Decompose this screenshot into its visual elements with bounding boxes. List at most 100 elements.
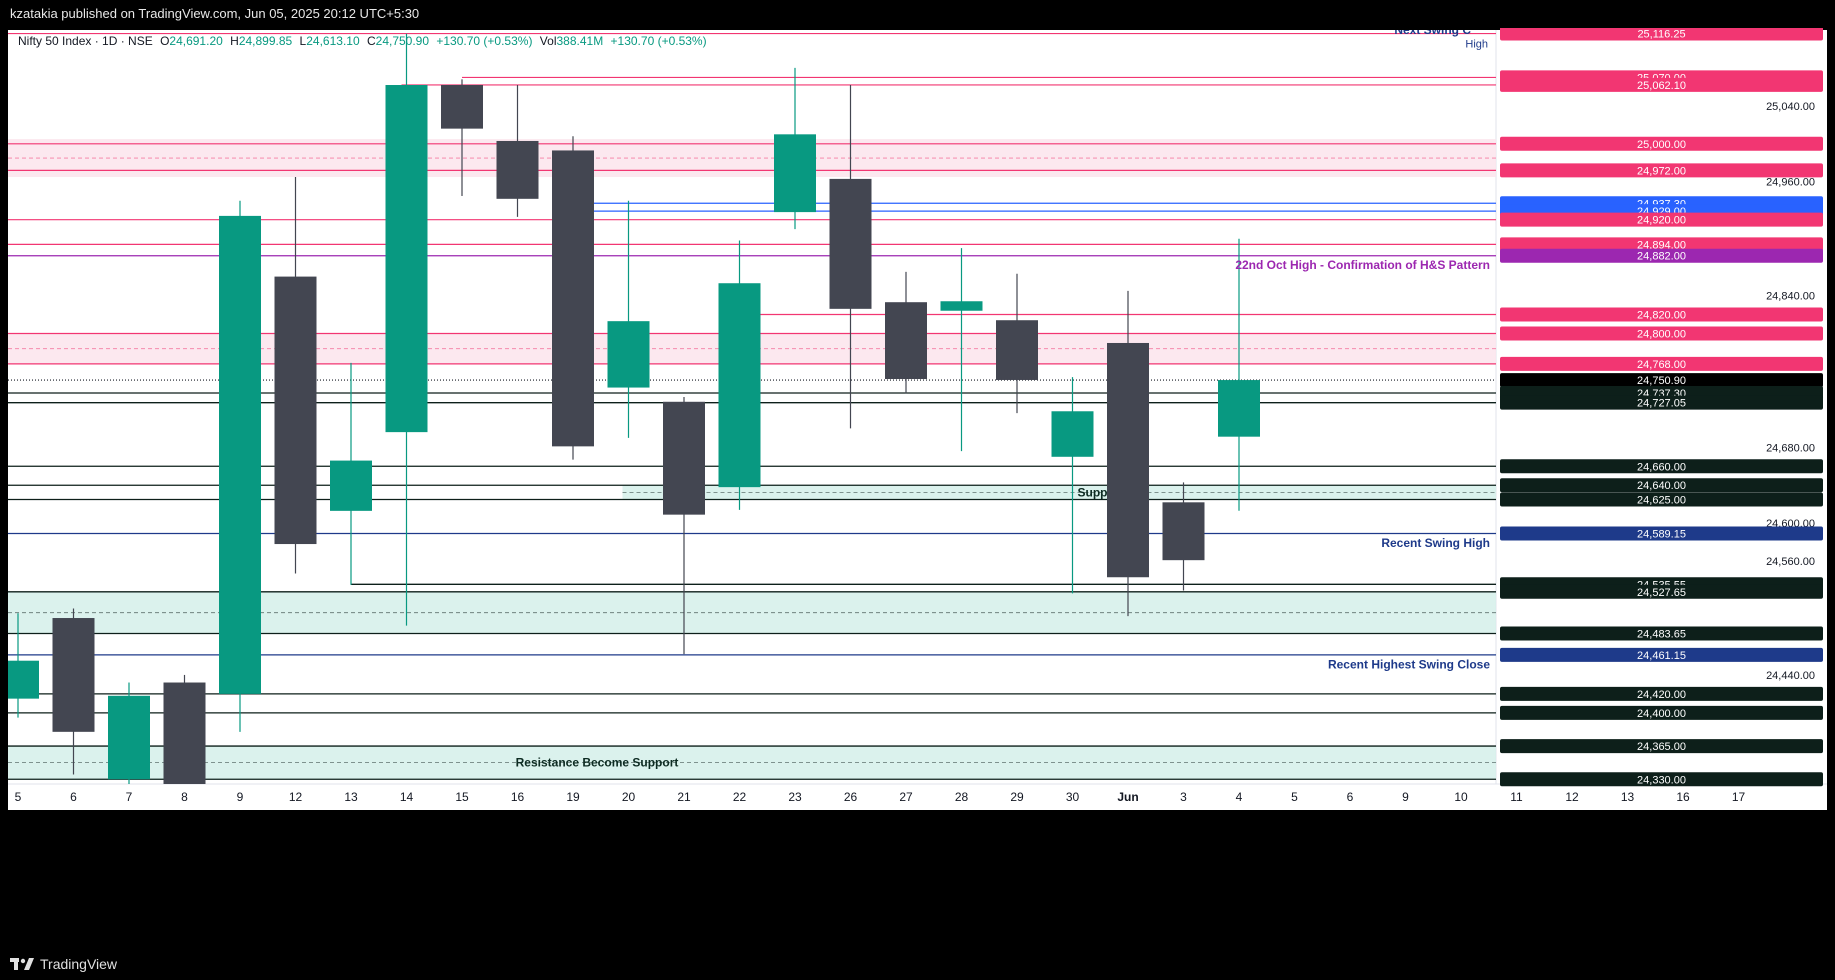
price-badge-label: 24,461.15 xyxy=(1637,650,1686,662)
price-badge-label: 24,625.00 xyxy=(1637,494,1686,506)
tradingview-brand[interactable]: TradingView xyxy=(10,956,117,972)
time-axis-label: 8 xyxy=(181,790,188,804)
time-axis-label: 4 xyxy=(1236,790,1243,804)
time-axis-label: 27 xyxy=(899,790,913,804)
price-badge xyxy=(1500,686,1823,701)
price-badge xyxy=(1500,772,1823,787)
candle-body[interactable] xyxy=(441,85,483,129)
time-axis-label: 15 xyxy=(455,790,469,804)
candle-body[interactable] xyxy=(274,276,317,545)
time-axis-label: 16 xyxy=(511,790,525,804)
price-badge xyxy=(1500,326,1823,341)
price-tick-label: 24,560.00 xyxy=(1766,556,1815,568)
price-badge xyxy=(1500,28,1823,41)
price-tick-label: 25,040.00 xyxy=(1766,101,1815,113)
price-badge-label: 24,660.00 xyxy=(1637,461,1686,473)
price-badge-label: 24,800.00 xyxy=(1637,328,1686,340)
price-badge xyxy=(1500,478,1823,493)
candle-body[interactable] xyxy=(1107,342,1149,578)
candle-body[interactable] xyxy=(385,85,428,433)
close-value: 24,750.90 xyxy=(375,34,430,48)
publish-bar: kzatakia published on TradingView.com, J… xyxy=(0,0,1835,28)
high-value: 24,899.85 xyxy=(238,34,293,48)
price-badge-label: 25,116.25 xyxy=(1637,29,1685,41)
price-badge xyxy=(1500,526,1823,541)
time-axis-label: 23 xyxy=(788,790,802,804)
price-badge-label: 24,820.00 xyxy=(1637,310,1686,322)
time-axis-label: 9 xyxy=(1402,790,1409,804)
price-badge-label: 24,727.05 xyxy=(1637,398,1686,410)
candle-body[interactable] xyxy=(663,401,705,515)
price-badge-label: 24,330.00 xyxy=(1637,774,1686,786)
price-badge-label: 25,062.10 xyxy=(1637,80,1686,92)
price-badge xyxy=(1500,459,1823,474)
time-axis-label: 7 xyxy=(126,790,133,804)
open-value: 24,691.20 xyxy=(169,34,223,48)
symbol-name[interactable]: Nifty 50 Index · 1D · NSE xyxy=(18,34,153,48)
price-badge xyxy=(1500,212,1823,227)
price-badge-label: 24,894.00 xyxy=(1637,239,1686,251)
candle-body[interactable] xyxy=(552,150,594,447)
price-badge-label: 24,483.65 xyxy=(1637,629,1686,641)
candle-body[interactable] xyxy=(940,301,983,311)
open-label: O xyxy=(160,34,170,48)
price-badge xyxy=(1500,136,1823,151)
time-axis[interactable] xyxy=(8,784,1827,810)
time-axis-label: 6 xyxy=(70,790,77,804)
time-axis-label: 30 xyxy=(1066,790,1080,804)
time-axis-label: 12 xyxy=(1565,790,1579,804)
price-badge-label: 24,768.00 xyxy=(1637,359,1686,371)
time-axis-label: 14 xyxy=(400,790,414,804)
candle-body[interactable] xyxy=(996,320,1038,380)
candle-body[interactable] xyxy=(829,178,872,309)
price-badge xyxy=(1500,647,1823,662)
time-axis-label: 19 xyxy=(566,790,580,804)
volume-change: +130.70 (+0.53%) xyxy=(610,34,707,48)
symbol-legend: Nifty 50 Index · 1D · NSE O24,691.20 H24… xyxy=(18,34,707,48)
candle-body[interactable] xyxy=(108,695,150,780)
time-axis-label: 11 xyxy=(1510,790,1523,804)
footer-bar: TradingView xyxy=(0,950,1835,980)
publish-info: kzatakia published on TradingView.com, J… xyxy=(10,6,420,21)
candle-body[interactable] xyxy=(52,618,95,732)
volume-label: Vol xyxy=(539,34,557,48)
time-axis-label: 12 xyxy=(289,790,303,804)
price-badge-label: 24,972.00 xyxy=(1637,165,1686,177)
time-axis-label: 10 xyxy=(1454,790,1468,804)
price-badge xyxy=(1500,163,1823,178)
price-badge xyxy=(1500,492,1823,507)
candle-body[interactable] xyxy=(885,302,927,380)
time-axis-label: 9 xyxy=(237,790,244,804)
price-badge-label: 25,000.00 xyxy=(1637,139,1686,151)
price-badge xyxy=(1500,356,1823,371)
time-axis-label: 5 xyxy=(15,790,22,804)
candle-body[interactable] xyxy=(1218,380,1260,437)
candle-body[interactable] xyxy=(163,682,206,784)
price-badge-label: 24,750.90 xyxy=(1637,375,1686,387)
candle-body[interactable] xyxy=(718,283,761,488)
candle-body[interactable] xyxy=(330,460,372,511)
volume-value: 388.41M xyxy=(556,34,604,48)
candle-body[interactable] xyxy=(607,321,650,388)
candle-body[interactable] xyxy=(0,660,39,699)
candle-body[interactable] xyxy=(1051,411,1094,457)
low-value: 24,613.10 xyxy=(306,34,360,48)
time-axis-label: 26 xyxy=(844,790,858,804)
candle-body[interactable] xyxy=(496,140,539,199)
high-label: H xyxy=(230,34,239,48)
price-badge xyxy=(1500,248,1823,263)
candle-body[interactable] xyxy=(774,134,816,213)
tradingview-logo-icon xyxy=(10,958,34,970)
candle-body[interactable] xyxy=(219,215,261,694)
time-axis-label: Jun xyxy=(1117,790,1138,804)
price-badge-label: 24,920.00 xyxy=(1637,215,1686,227)
low-label: L xyxy=(299,34,307,48)
price-badge-label: 24,589.15 xyxy=(1637,528,1686,540)
brand-name: TradingView xyxy=(40,956,118,972)
annotation-label: Recent Highest Swing Close xyxy=(1328,657,1490,671)
price-tick-label: 24,960.00 xyxy=(1766,177,1815,189)
candle-body[interactable] xyxy=(1162,502,1205,561)
price-badge xyxy=(1500,307,1823,322)
